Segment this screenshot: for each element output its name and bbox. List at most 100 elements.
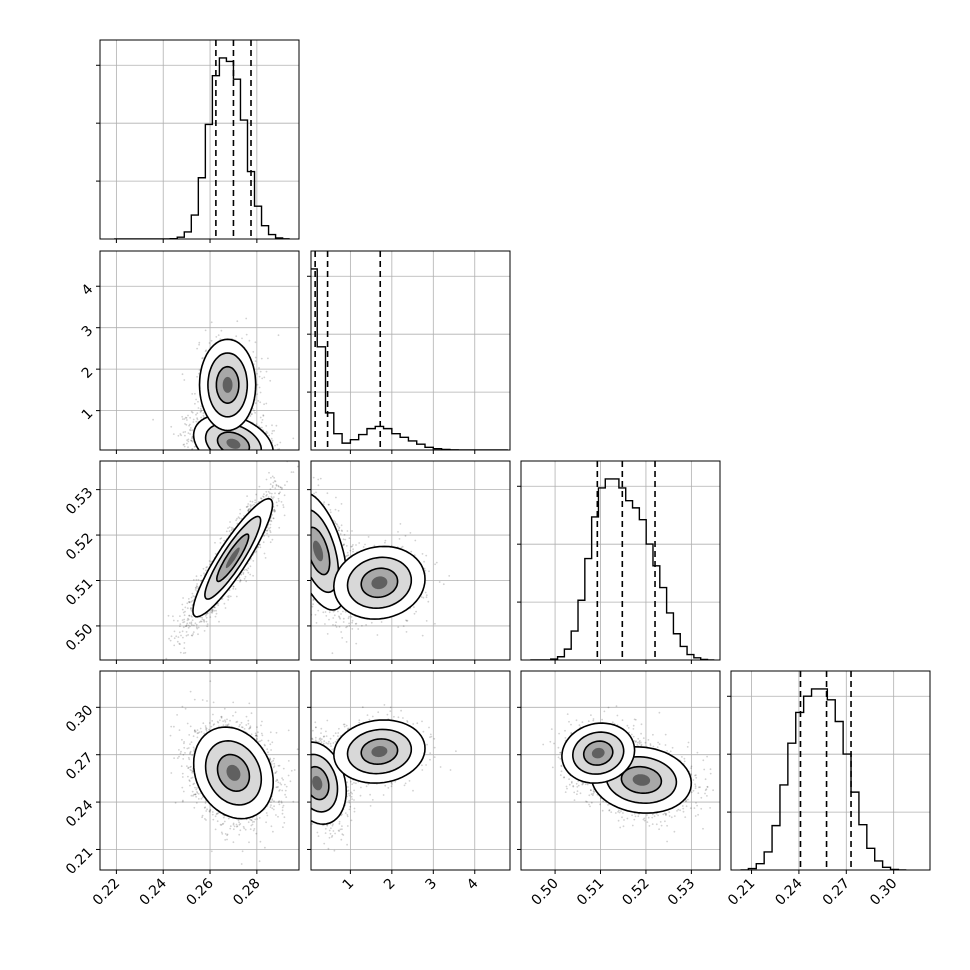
scatter-point <box>191 441 194 443</box>
scatter-point <box>265 454 267 456</box>
scatter-point <box>239 579 242 582</box>
scatter-point <box>254 360 257 362</box>
scatter-point <box>190 607 193 610</box>
scatter-point <box>197 626 200 629</box>
scatter-point <box>238 452 240 454</box>
scatter-point <box>235 456 237 458</box>
scatter-point <box>261 465 263 467</box>
scatter-point <box>267 535 270 538</box>
scatter-point <box>269 379 272 382</box>
scatter-point <box>152 418 155 421</box>
scatter-point <box>272 517 275 520</box>
y-tick-label: 3 <box>79 323 97 341</box>
scatter-point <box>221 463 223 465</box>
scatter-point <box>265 462 267 464</box>
scatter-point <box>216 453 218 455</box>
scatter-point <box>199 407 202 410</box>
scatter-point <box>243 569 246 571</box>
scatter-point <box>279 486 282 489</box>
scatter-point <box>278 470 280 472</box>
scatter-point <box>227 596 230 599</box>
scatter-point <box>248 508 250 511</box>
axes-frame <box>99 250 300 451</box>
scatter-point <box>223 455 225 457</box>
scatter-point <box>191 624 193 626</box>
scatter-point <box>235 457 237 459</box>
scatter-point <box>194 622 197 625</box>
scatter-point <box>179 615 181 617</box>
scatter-point <box>262 465 264 467</box>
scatter-point <box>238 452 240 454</box>
scatter-point <box>252 473 254 475</box>
scatter-point <box>169 458 171 460</box>
scatter-point <box>253 457 255 459</box>
scatter-point <box>248 466 250 468</box>
scatter-point <box>263 456 265 458</box>
scatter-panel-0-2: 0.500.510.520.53 <box>63 460 300 664</box>
scatter-point <box>201 616 203 619</box>
scatter-point <box>212 457 214 459</box>
scatter-point <box>240 464 242 466</box>
scatter-point <box>219 474 221 476</box>
scatter-point <box>172 433 175 435</box>
scatter-point <box>186 619 189 622</box>
scatter-point <box>182 597 185 599</box>
scatter-point <box>190 622 193 625</box>
scatter-point <box>236 320 239 323</box>
scatter-point <box>234 454 236 456</box>
scatter-point <box>228 455 230 457</box>
scatter-point <box>212 453 214 455</box>
scatter-point <box>250 458 252 460</box>
scatter-point <box>210 609 213 612</box>
scatter-point <box>236 454 238 456</box>
scatter-point <box>228 451 230 453</box>
scatter-point <box>249 470 251 472</box>
scatter-point <box>248 457 250 459</box>
scatter-point <box>212 454 214 456</box>
scatter-point <box>185 625 188 627</box>
scatter-point <box>197 633 199 636</box>
scatter-point <box>236 465 238 467</box>
scatter-point <box>283 466 285 468</box>
scatter-point <box>232 457 234 459</box>
scatter-point <box>250 413 253 416</box>
scatter-point <box>249 452 251 454</box>
scatter-point <box>223 539 226 542</box>
scatter-point <box>246 462 248 464</box>
scatter-point <box>220 329 223 332</box>
scatter-point <box>270 463 272 465</box>
scatter-point <box>217 457 219 459</box>
y-tick-label: 1 <box>79 406 97 424</box>
scatter-point <box>229 464 231 466</box>
scatter-point <box>269 483 272 486</box>
scatter-point <box>196 412 199 415</box>
scatter-point <box>205 566 208 569</box>
scatter-point <box>191 411 194 414</box>
scatter-point <box>219 457 221 459</box>
scatter-point <box>260 451 262 453</box>
scatter-point <box>219 452 221 454</box>
scatter-point <box>259 455 261 457</box>
scatter-point <box>237 455 239 457</box>
scatter-point <box>244 467 246 469</box>
contour-level <box>222 376 233 393</box>
scatter-point <box>251 465 253 467</box>
scatter-point <box>245 451 247 453</box>
scatter-point <box>186 602 189 605</box>
scatter-point <box>244 452 246 454</box>
scatter-point <box>215 456 217 458</box>
scatter-point <box>257 463 259 465</box>
scatter-point <box>260 451 262 453</box>
scatter-point <box>236 454 238 456</box>
scatter-point <box>274 480 277 483</box>
scatter-point <box>266 532 268 535</box>
scatter-point <box>219 450 221 452</box>
scatter-point <box>226 451 228 453</box>
scatter-point <box>216 472 218 474</box>
scatter-point <box>235 454 237 456</box>
scatter-point <box>227 454 229 456</box>
scatter-point <box>261 463 263 465</box>
scatter-point <box>185 624 188 627</box>
scatter-point <box>246 495 249 497</box>
scatter-point <box>194 392 196 395</box>
